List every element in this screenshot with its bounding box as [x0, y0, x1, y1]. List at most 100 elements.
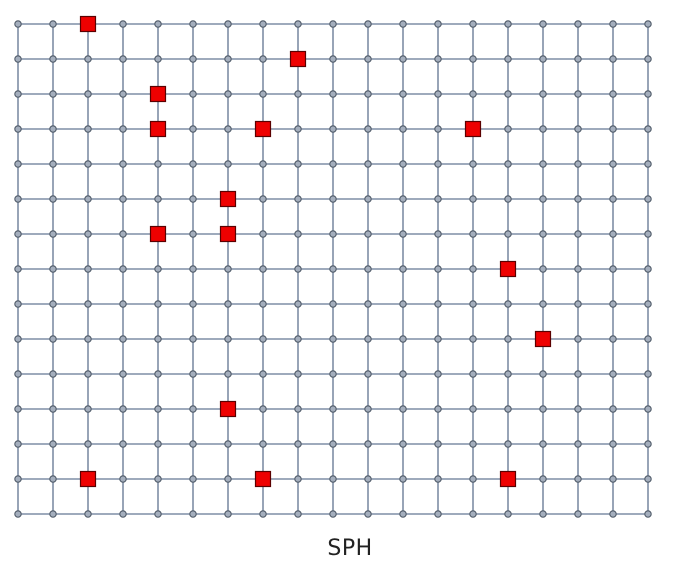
- grid-node: [574, 55, 582, 63]
- grid-node: [294, 335, 302, 343]
- grid-node: [224, 440, 232, 448]
- grid-node: [469, 370, 477, 378]
- grid-node: [84, 195, 92, 203]
- grid-node: [609, 265, 617, 273]
- grid-node: [14, 335, 22, 343]
- grid-node: [574, 300, 582, 308]
- grid-node: [644, 230, 652, 238]
- grid-node: [469, 405, 477, 413]
- grid-node: [189, 475, 197, 483]
- grid-node: [294, 125, 302, 133]
- grid-node: [14, 160, 22, 168]
- grid-node: [14, 230, 22, 238]
- grid-node: [434, 405, 442, 413]
- grid-node: [644, 300, 652, 308]
- grid-node: [294, 370, 302, 378]
- grid-node: [609, 195, 617, 203]
- grid-node: [644, 335, 652, 343]
- grid-node: [539, 370, 547, 378]
- grid-node: [224, 125, 232, 133]
- grid-node: [294, 160, 302, 168]
- grid-node: [14, 510, 22, 518]
- grid-node: [399, 475, 407, 483]
- figure-caption: SPH: [327, 536, 373, 561]
- grid-node: [574, 265, 582, 273]
- grid-node: [329, 125, 337, 133]
- grid-node: [119, 55, 127, 63]
- grid-node: [609, 335, 617, 343]
- grid-node: [329, 370, 337, 378]
- grid-node: [84, 230, 92, 238]
- grid-node: [434, 230, 442, 238]
- grid-node: [644, 160, 652, 168]
- grid-node: [14, 370, 22, 378]
- grid-node: [84, 510, 92, 518]
- grid-node: [364, 90, 372, 98]
- red-square-marker: [254, 470, 272, 488]
- grid-node: [154, 370, 162, 378]
- grid-node: [329, 300, 337, 308]
- grid-node: [14, 90, 22, 98]
- grid-node: [294, 300, 302, 308]
- grid-node: [294, 405, 302, 413]
- grid-node: [224, 335, 232, 343]
- grid-node: [259, 20, 267, 28]
- grid-node: [434, 195, 442, 203]
- grid-node: [434, 55, 442, 63]
- grid-node: [119, 300, 127, 308]
- grid-node: [644, 475, 652, 483]
- grid-node: [84, 265, 92, 273]
- grid-node: [294, 195, 302, 203]
- highlighted-markers: [79, 15, 552, 488]
- grid-node: [399, 160, 407, 168]
- grid-node: [469, 300, 477, 308]
- grid-node: [574, 475, 582, 483]
- grid-node: [399, 335, 407, 343]
- grid-node: [14, 475, 22, 483]
- grid-node: [329, 475, 337, 483]
- grid-node: [469, 475, 477, 483]
- grid-node: [364, 440, 372, 448]
- grid-node: [259, 440, 267, 448]
- red-square-marker: [499, 470, 517, 488]
- grid-node: [644, 510, 652, 518]
- grid-node: [49, 475, 57, 483]
- grid-node: [154, 20, 162, 28]
- grid-nodes: [14, 20, 652, 518]
- grid-node: [154, 195, 162, 203]
- grid-node: [364, 265, 372, 273]
- grid-node: [224, 510, 232, 518]
- grid-node: [504, 55, 512, 63]
- grid-node: [154, 475, 162, 483]
- grid-node: [259, 510, 267, 518]
- red-square-marker: [219, 225, 237, 243]
- grid-node: [504, 195, 512, 203]
- grid-node: [119, 160, 127, 168]
- grid-node: [259, 335, 267, 343]
- grid-node: [539, 300, 547, 308]
- grid-node: [574, 230, 582, 238]
- grid-node: [364, 510, 372, 518]
- grid-node: [14, 300, 22, 308]
- grid-node: [399, 20, 407, 28]
- grid-node: [154, 405, 162, 413]
- grid-node: [364, 300, 372, 308]
- grid-node: [469, 160, 477, 168]
- grid-node: [644, 20, 652, 28]
- grid-node: [469, 55, 477, 63]
- grid-node: [224, 370, 232, 378]
- grid-node: [329, 90, 337, 98]
- red-square-marker: [499, 260, 517, 278]
- grid-node: [434, 265, 442, 273]
- grid-node: [154, 55, 162, 63]
- grid-node: [364, 20, 372, 28]
- grid-node: [224, 160, 232, 168]
- grid-node: [469, 90, 477, 98]
- grid-node: [329, 195, 337, 203]
- grid-node: [49, 160, 57, 168]
- grid-node: [49, 20, 57, 28]
- grid-node: [469, 335, 477, 343]
- grid-node: [504, 90, 512, 98]
- grid-node: [224, 300, 232, 308]
- grid-node: [49, 265, 57, 273]
